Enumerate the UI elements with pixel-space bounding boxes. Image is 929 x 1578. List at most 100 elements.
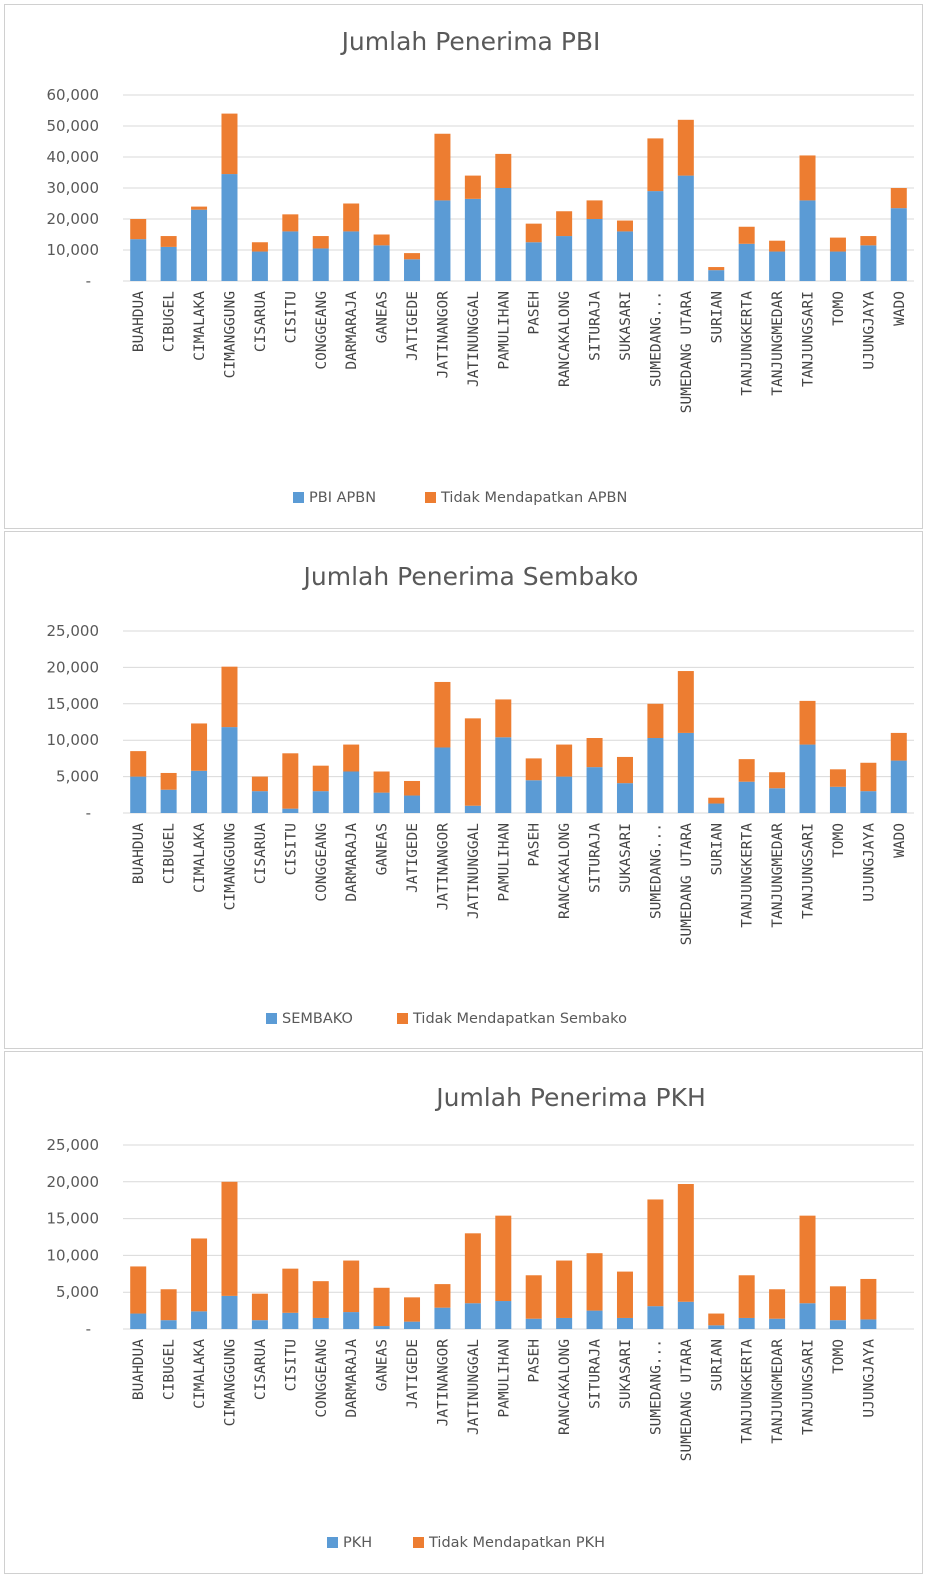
x-tick-label: CISITU [283, 291, 299, 343]
y-tick-label: - [86, 1320, 91, 1338]
bar-secondary [556, 211, 573, 237]
bar-primary [769, 788, 786, 813]
x-tick-label: WADO [892, 823, 908, 858]
bar-secondary [586, 200, 603, 219]
y-tick-label: 10,000 [47, 1246, 100, 1264]
bar-primary [829, 786, 846, 813]
x-tick-label: UJUNGJAYA [861, 823, 877, 902]
x-tick-label: CIBUGEL [162, 823, 178, 884]
x-tick-label: TANJUNGMEDAR [770, 291, 786, 396]
x-tick-label: RANCAKALONG [557, 291, 573, 387]
chart-pkh: Jumlah Penerima PKH - 5,000 10,000 15,000 20,… [47, 1083, 914, 1551]
x-tick-label: TOMO [831, 1339, 847, 1374]
bar-secondary [586, 1253, 603, 1311]
y-tick-label: - [86, 272, 91, 290]
bar-primary [282, 808, 299, 813]
bar-primary [191, 209, 208, 281]
x-tick-label: UJUNGJAYA [861, 291, 877, 370]
x-tick-label: JATINUNGGAL [466, 823, 482, 919]
x-tick-label: BUAHDUA [131, 291, 147, 352]
bar-primary [434, 1307, 451, 1329]
bar-primary [525, 1318, 542, 1329]
bar-primary [708, 1325, 725, 1329]
bar-secondary [464, 718, 481, 806]
bar-secondary [556, 744, 573, 777]
x-tick-label: SURIAN [709, 291, 725, 343]
bar-secondary [586, 738, 603, 768]
bar-secondary [434, 1284, 451, 1308]
x-tick-label: SUKASARI [618, 823, 634, 893]
x-tick-label: SUMEDANG UTARA [679, 1339, 695, 1461]
bar-primary [647, 1306, 664, 1329]
bar-primary [191, 1311, 208, 1329]
bar-primary [738, 781, 755, 813]
bar-secondary [160, 1289, 177, 1321]
x-tick-label: CIMALAKA [192, 1339, 208, 1409]
y-tick-label: 15,000 [47, 1210, 100, 1228]
x-tick-label: TANJUNGMEDAR [770, 1339, 786, 1444]
bar-secondary [282, 214, 299, 232]
x-tick-label: PAMULIHAN [496, 823, 512, 902]
bar-secondary [251, 776, 268, 792]
x-tick-label: SUMEDANG UTARA [679, 291, 695, 413]
x-tick-label: BUAHDUA [131, 823, 147, 884]
bar-secondary [769, 772, 786, 789]
bar-secondary [860, 1278, 877, 1320]
x-tick-label: TANJUNGSARI [801, 291, 817, 387]
bar-primary [191, 770, 208, 813]
bar-primary [434, 747, 451, 813]
bar-secondary [373, 234, 390, 246]
y-tick-label: 20,000 [47, 210, 100, 228]
chart-panel-pbi: Jumlah Penerima PBI - 10,000 20,000 30,000 40… [4, 4, 923, 529]
bar-secondary [373, 1287, 390, 1327]
bar-secondary [191, 1238, 208, 1312]
legend-swatch [397, 1013, 408, 1024]
bar-primary [343, 231, 360, 281]
x-tick-label: GANEAS [375, 1339, 391, 1391]
bar-primary [464, 1303, 481, 1329]
bar-secondary [404, 1297, 421, 1322]
x-tick-label: TANJUNGSARI [801, 1339, 817, 1435]
bar-primary [130, 239, 147, 281]
x-tick-label: DARMARAJA [344, 823, 360, 902]
bar-secondary [556, 1260, 573, 1318]
x-tick-label: UJUNGJAYA [861, 1339, 877, 1418]
x-tick-label: SUKASARI [618, 291, 634, 361]
x-tick-label: SUMEDANG UTARA [679, 823, 695, 945]
bar-secondary [130, 219, 147, 240]
bar-primary [677, 1301, 694, 1329]
x-tick-label: SUKASARI [618, 1339, 634, 1409]
bar-primary [464, 805, 481, 813]
x-tick-label: CIMALAKA [192, 291, 208, 361]
bar-primary [647, 738, 664, 813]
x-tick-label: TANJUNGKERTA [740, 1339, 756, 1444]
bar-secondary [221, 1181, 238, 1296]
bar-secondary [616, 756, 633, 784]
x-tick-label: CONGGEANG [314, 1339, 330, 1418]
bar-secondary [860, 236, 877, 246]
bar-primary [616, 783, 633, 813]
chart-title: Jumlah Penerima PBI [340, 27, 601, 56]
x-tick-label: SUMEDANG... [648, 1339, 664, 1435]
bar-secondary [738, 226, 755, 244]
bar-secondary [677, 671, 694, 733]
bar-primary [373, 245, 390, 281]
bar-secondary [282, 1268, 299, 1313]
x-tick-label: JATINANGOR [435, 823, 451, 911]
bar-secondary [221, 113, 238, 175]
bar-primary [251, 251, 268, 281]
bar-secondary [343, 1260, 360, 1313]
bar-secondary [829, 237, 846, 252]
x-tick-label: DARMARAJA [344, 1339, 360, 1418]
bar-primary [495, 188, 512, 281]
bar-primary [282, 231, 299, 281]
legend-label: PBI APBN [309, 490, 376, 506]
bar-secondary [343, 744, 360, 772]
y-tick-label: - [86, 804, 91, 822]
bar-primary [738, 243, 755, 281]
bar-secondary [312, 236, 329, 249]
bar-secondary [221, 666, 238, 728]
x-tick-label: RANCAKALONG [557, 823, 573, 919]
y-tick-label: 40,000 [47, 148, 100, 166]
bar-primary [312, 791, 329, 813]
